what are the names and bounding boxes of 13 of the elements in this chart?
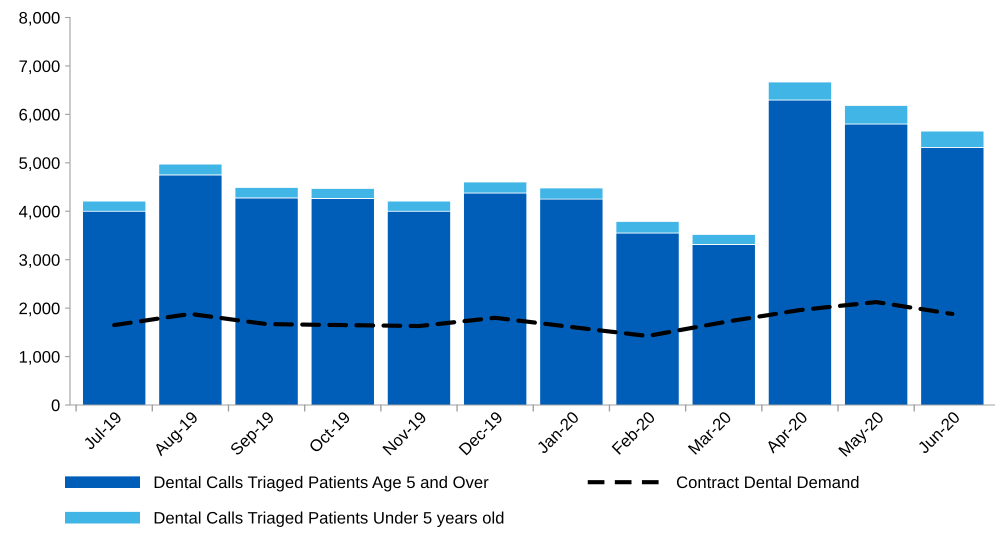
y-tick-label: 1,000 — [20, 350, 60, 365]
y-tick-label: 5,000 — [19, 157, 60, 171]
y-tick-label: 7,000 — [19, 60, 60, 74]
line-series — [112, 300, 954, 338]
y-tick-label: 6,000 — [19, 108, 60, 123]
legend-label: Contract Dental Demand — [676, 476, 858, 488]
legend-label: Dental Calls Triaged Patients Under 5 years old — [154, 511, 504, 527]
y-tick-label: 8,000 — [19, 12, 60, 26]
legend-label: Dental Calls Triaged Patients Age 5 and Over — [154, 476, 488, 492]
y-tick-label: 2,000 — [19, 302, 60, 316]
y-tick-label: 4,000 — [18, 206, 60, 220]
y-tick-label: 0 — [52, 399, 60, 412]
y-tick-label: 3,000 — [19, 254, 60, 268]
